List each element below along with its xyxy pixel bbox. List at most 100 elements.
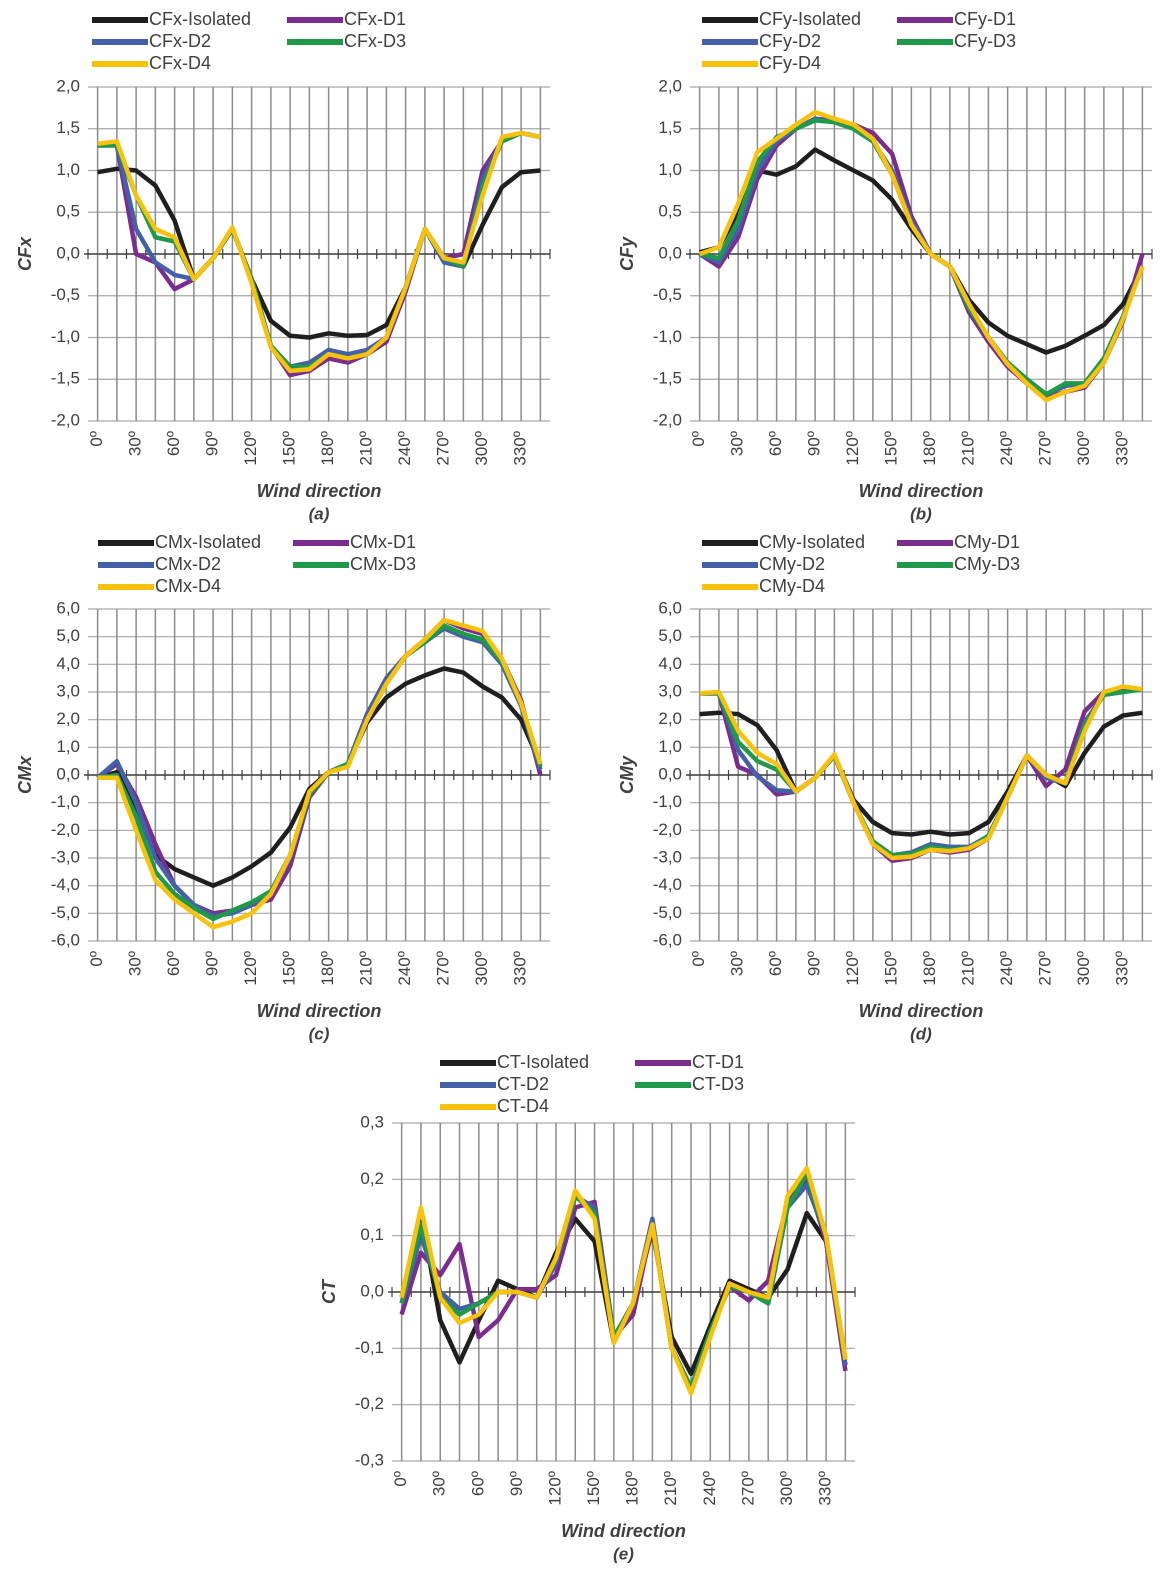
x-tick-label: 210º: [357, 951, 376, 986]
y-tick-label: -1,0: [653, 327, 682, 346]
y-axis-title: CFy: [617, 236, 637, 271]
x-tick-label: 300º: [472, 951, 491, 986]
y-axis-title: CMx: [15, 755, 35, 794]
legend-label: CT-D3: [692, 1074, 744, 1094]
x-tick-label: 30º: [728, 431, 747, 456]
x-tick-label: 180º: [318, 951, 337, 986]
legend-label: CMx-Isolated: [155, 532, 261, 552]
x-tick-label: 330º: [511, 951, 530, 986]
y-tick-label: 2,0: [658, 709, 682, 728]
legend-label: CT-D2: [497, 1074, 549, 1094]
series-line: [97, 130, 541, 374]
x-axis-title: Wind direction: [859, 481, 984, 501]
y-tick-label: -1,5: [653, 369, 682, 388]
y-tick-label: 4,0: [658, 654, 682, 673]
y-tick-label: 0,0: [56, 243, 80, 262]
x-tick-label: 240º: [997, 951, 1016, 986]
y-tick-label: 2,0: [56, 76, 80, 95]
y-axis-title: CMy: [617, 755, 637, 794]
y-tick-label: 0,1: [360, 1225, 384, 1244]
x-tick-label: 30º: [430, 1471, 449, 1496]
x-tick-label: 30º: [126, 431, 145, 456]
y-tick-label: 0,5: [56, 202, 80, 221]
legend-label: CFy-Isolated: [759, 9, 861, 29]
y-tick-label: -2,0: [653, 820, 682, 839]
x-tick-label: 270º: [434, 431, 453, 466]
legend-label: CFx-D1: [344, 9, 406, 29]
x-tick-label: 0º: [689, 951, 708, 967]
y-tick-label: 1,0: [658, 737, 682, 756]
y-tick-label: -3,0: [653, 847, 682, 866]
y-axis-title: CFx: [15, 236, 35, 271]
y-tick-label: -5,0: [653, 903, 682, 922]
y-tick-label: -4,0: [51, 875, 80, 894]
legend-label: CFx-D3: [344, 31, 406, 51]
legend-label: CT-D4: [497, 1096, 549, 1116]
x-tick-label: 150º: [280, 951, 299, 986]
y-tick-label: -2,0: [653, 410, 682, 429]
legend-label: CFy-D2: [759, 31, 821, 51]
x-tick-label: 210º: [357, 431, 376, 466]
legend-label: CMy-D4: [759, 576, 825, 596]
y-tick-label: 1,0: [56, 737, 80, 756]
chart: 2,0 1,5 1,0 0,5 0,0 -0,5 -1,0 -1,5 -2,0 0º 30º 60º 9…: [617, 9, 1153, 523]
y-tick-label: 0,3: [360, 1112, 384, 1131]
y-tick-label: 5,0: [56, 626, 80, 645]
x-axis-title: Wind direction: [859, 1001, 984, 1021]
y-tick-label: 0,0: [658, 764, 682, 783]
x-tick-label: 0º: [87, 951, 106, 967]
y-tick-label: 0,0: [360, 1281, 384, 1300]
x-tick-label: 90º: [805, 431, 824, 456]
x-tick-label: 150º: [882, 431, 901, 466]
legend-label: CMy-Isolated: [759, 532, 865, 552]
x-axis-title: Wind direction: [561, 1521, 686, 1541]
caption: (d): [910, 1024, 932, 1043]
x-tick-label: 60º: [164, 431, 183, 456]
x-tick-label: 60º: [766, 431, 785, 456]
y-tick-label: -2,0: [51, 820, 80, 839]
caption: (c): [309, 1024, 330, 1043]
series-line: [698, 109, 1145, 403]
y-tick-label: 4,0: [56, 654, 80, 673]
x-tick-label: 330º: [511, 431, 530, 466]
x-tick-label: 300º: [777, 1471, 796, 1506]
y-tick-label: -6,0: [653, 930, 682, 949]
series-line: [97, 130, 541, 378]
y-tick-label: 6,0: [56, 598, 80, 617]
y-tick-label: -3,0: [51, 847, 80, 866]
x-tick-label: 0º: [689, 431, 708, 447]
x-tick-label: 210º: [959, 431, 978, 466]
x-tick-label: 180º: [318, 431, 337, 466]
y-tick-label: -0,5: [51, 285, 80, 304]
caption: (b): [910, 504, 932, 523]
x-tick-label: 180º: [920, 951, 939, 986]
y-tick-label: 1,5: [658, 118, 682, 137]
x-tick-label: 240º: [395, 431, 414, 466]
x-tick-label: 30º: [728, 951, 747, 976]
y-tick-label: -5,0: [51, 903, 80, 922]
legend-label: CT-D1: [692, 1052, 744, 1072]
chart: 6,0 5,0 4,0 3,0 2,0 1,0 0,0 -1,0 -2,0 -3,0 -4,0 -5,…: [617, 532, 1153, 1043]
legend-label: CFx-D4: [149, 53, 211, 73]
y-tick-label: -0,3: [355, 1450, 384, 1469]
x-tick-label: 210º: [661, 1471, 680, 1506]
y-tick-label: -0,5: [653, 285, 682, 304]
legend-label: CMx-D1: [350, 532, 416, 552]
y-axis-title: CT: [319, 1278, 339, 1304]
y-tick-label: 3,0: [56, 681, 80, 700]
y-tick-label: 2,0: [658, 76, 682, 95]
x-tick-label: 180º: [920, 431, 939, 466]
x-tick-label: 270º: [738, 1471, 757, 1506]
x-tick-label: 210º: [959, 951, 978, 986]
legend-label: CFx-Isolated: [149, 9, 251, 29]
chart: 0,3 0,2 0,1 0,0 -0,1 -0,2 -0,3 0º 30º 60º 90º 120º 1…: [319, 1052, 856, 1563]
y-tick-label: 2,0: [56, 709, 80, 728]
x-tick-label: 120º: [241, 951, 260, 986]
series-line: [699, 684, 1143, 861]
x-tick-label: 90º: [203, 431, 222, 456]
x-tick-label: 60º: [468, 1471, 487, 1496]
x-tick-label: 270º: [1036, 951, 1055, 986]
y-tick-label: -6,0: [51, 930, 80, 949]
x-tick-label: 120º: [241, 431, 260, 466]
